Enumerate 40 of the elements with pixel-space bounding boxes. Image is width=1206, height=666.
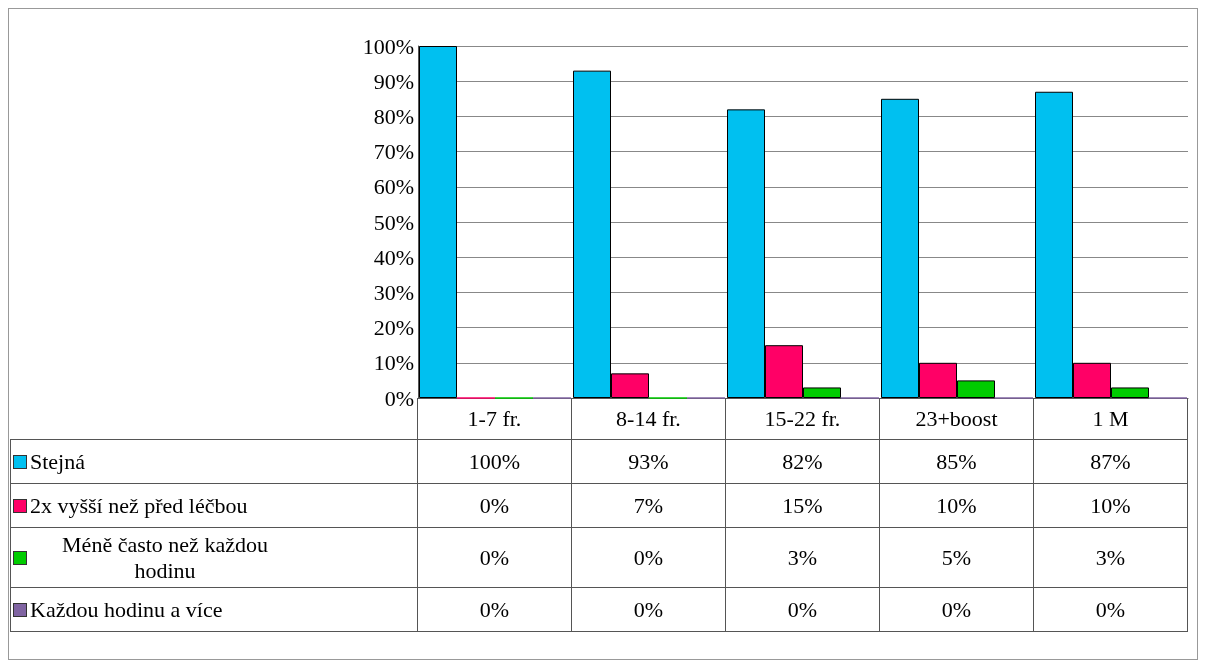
- legend-label: 2x vyšší než před léčbou: [30, 492, 249, 519]
- y-tick-label: 60%: [373, 174, 414, 200]
- data-label: 3%: [1034, 528, 1188, 588]
- data-label: 100%: [418, 440, 572, 484]
- data-label: 82%: [726, 440, 880, 484]
- y-tick-label: 30%: [373, 279, 414, 305]
- x-tick-label: 1 M: [1034, 398, 1188, 440]
- x-tick-label: 23+boost: [880, 398, 1034, 440]
- y-tick-label: 100%: [362, 33, 414, 59]
- data-label: 87%: [1034, 440, 1188, 484]
- y-tick-label: 40%: [373, 244, 414, 270]
- legend-label: Méně často než každou hodinu: [61, 531, 269, 584]
- data-label: 10%: [880, 484, 1034, 528]
- data-label: 0%: [726, 588, 880, 632]
- data-label: 7%: [572, 484, 726, 528]
- y-tick-label: 80%: [373, 103, 414, 129]
- data-label: 85%: [880, 440, 1034, 484]
- data-label: 0%: [418, 528, 572, 588]
- data-label: 5%: [880, 528, 1034, 588]
- legend-label: Stejná: [30, 448, 86, 475]
- y-tick-label: 90%: [373, 68, 414, 94]
- data-label: 0%: [418, 588, 572, 632]
- y-tick-label: 20%: [373, 315, 414, 341]
- x-tick-label: 15-22 fr.: [726, 398, 880, 440]
- data-label: 15%: [726, 484, 880, 528]
- data-label: 10%: [1034, 484, 1188, 528]
- x-tick-label: 8-14 fr.: [572, 398, 726, 440]
- data-label: 0%: [880, 588, 1034, 632]
- y-tick-label: 0%: [384, 385, 414, 411]
- y-tick-label: 50%: [373, 209, 414, 235]
- y-tick-label: 70%: [373, 139, 414, 165]
- legend-label: Každou hodinu a více: [30, 596, 224, 623]
- data-label: 0%: [572, 528, 726, 588]
- x-tick-label: 1-7 fr.: [418, 398, 572, 440]
- data-label: 3%: [726, 528, 880, 588]
- data-label: 0%: [1034, 588, 1188, 632]
- data-label: 93%: [572, 440, 726, 484]
- data-label: 0%: [572, 588, 726, 632]
- data-label: 0%: [418, 484, 572, 528]
- y-tick-label: 10%: [373, 350, 414, 376]
